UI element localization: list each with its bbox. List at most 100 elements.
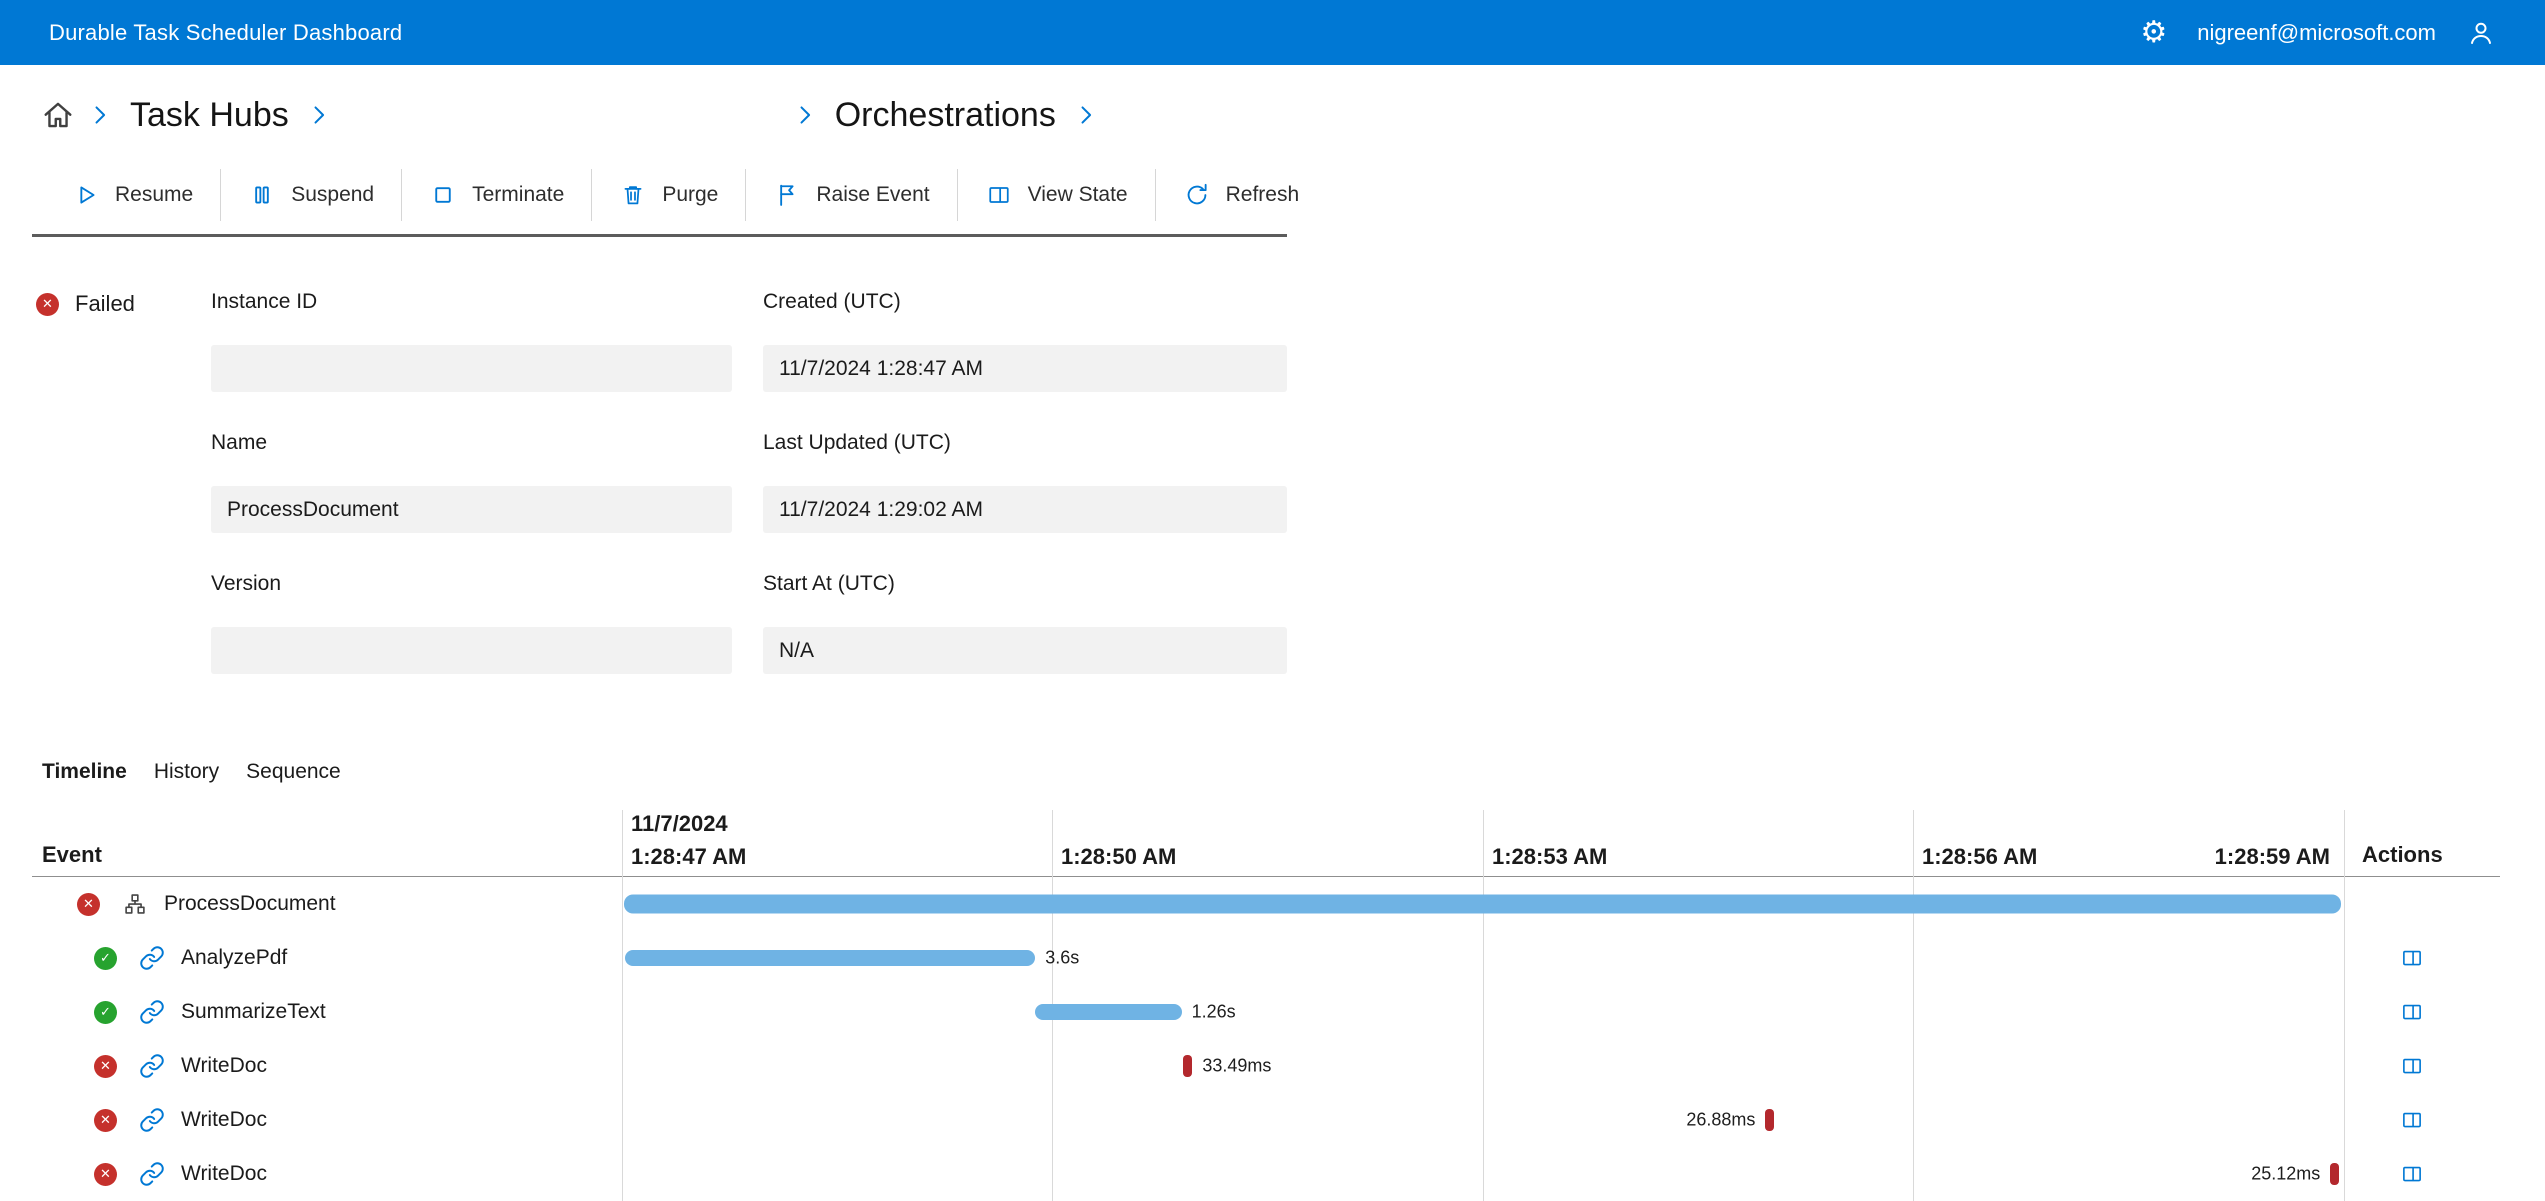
orchestration-details: Failed Instance ID Name ProcessDocument …	[36, 289, 2545, 712]
time-axis: 11/7/2024 1:28:47 AM 1:28:50 AM 1:28:53 …	[622, 810, 2344, 876]
app-title: Durable Task Scheduler Dashboard	[49, 19, 403, 45]
details-form-left-column: Instance ID Name ProcessDocument Version	[211, 289, 732, 712]
version-field[interactable]	[211, 627, 732, 674]
breadcrumb-orchestrations[interactable]: Orchestrations	[834, 95, 1056, 134]
raise-event-button[interactable]: Raise Event	[746, 169, 958, 221]
chevron-right-icon	[800, 106, 810, 124]
resume-icon	[72, 181, 100, 209]
suspend-button-label: Suspend	[291, 183, 375, 206]
timeline-bar	[623, 894, 2341, 914]
activity-link-icon	[139, 999, 165, 1025]
timeline-track: 25.12ms	[622, 1147, 2344, 1201]
settings-gear-icon[interactable]: ⚙	[2140, 14, 2168, 50]
view-state-pane-icon[interactable]	[2399, 1107, 2425, 1133]
name-field[interactable]: ProcessDocument	[211, 486, 732, 533]
timeline-bar	[1765, 1109, 1775, 1131]
view-state-button[interactable]: View State	[957, 169, 1156, 221]
created-label: Created (UTC)	[763, 290, 901, 313]
timeline-track: 26.88ms	[622, 1093, 2344, 1147]
chevron-right-icon	[314, 106, 324, 124]
last-updated-field[interactable]: 11/7/2024 1:29:02 AM	[763, 486, 1287, 533]
breadcrumb-task-hubs[interactable]: Task Hubs	[130, 95, 289, 134]
view-state-pane-icon[interactable]	[2399, 999, 2425, 1025]
timeline-track	[622, 877, 2344, 931]
chevron-right-icon	[95, 106, 106, 124]
failed-status-icon	[94, 1108, 117, 1132]
timeline-table: Event 11/7/2024 1:28:47 AM 1:28:50 AM 1:…	[32, 810, 2500, 1201]
duration-label: 1.26s	[1191, 1001, 1236, 1022]
timeline-bar	[625, 950, 1036, 966]
suspend-button[interactable]: Suspend	[221, 169, 403, 221]
home-icon[interactable]	[40, 97, 76, 133]
refresh-button[interactable]: Refresh	[1155, 169, 1327, 221]
failed-status-icon	[77, 892, 100, 916]
activity-link-icon	[139, 945, 165, 971]
name-label: Name	[211, 431, 268, 454]
refresh-button-label: Refresh	[1225, 183, 1300, 206]
created-field[interactable]: 11/7/2024 1:28:47 AM	[763, 345, 1287, 392]
terminate-icon	[429, 181, 457, 209]
resume-button[interactable]: Resume	[52, 169, 222, 221]
purge-icon	[619, 181, 647, 209]
details-form-right-column: Created (UTC) 11/7/2024 1:28:47 AM Last …	[763, 289, 1287, 712]
resume-button-label: Resume	[115, 183, 194, 206]
timeline-bar	[1183, 1055, 1193, 1077]
time-tick: 1:28:56 AM	[1922, 844, 2038, 869]
row-name: WriteDoc	[181, 1108, 267, 1131]
breadcrumb: Task Hubs Orchestrations	[40, 95, 2545, 135]
duration-label: 26.88ms	[1686, 1109, 1756, 1130]
detail-tabs: Timeline History Sequence	[42, 760, 2545, 784]
tab-history[interactable]: History	[153, 760, 220, 783]
user-email: nigreenf@microsoft.com	[2197, 19, 2436, 45]
row-name: AnalyzePdf	[181, 946, 288, 969]
view-state-button-label: View State	[1027, 183, 1128, 206]
duration-label: 33.49ms	[1202, 1055, 1272, 1076]
orchestration-icon	[122, 891, 148, 917]
tab-sequence[interactable]: Sequence	[246, 760, 341, 783]
view-state-icon	[985, 181, 1013, 209]
tab-timeline[interactable]: Timeline	[42, 760, 127, 783]
details-form: Instance ID Name ProcessDocument Version…	[211, 289, 1287, 712]
breadcrumb-taskhub-name	[343, 95, 781, 135]
duration-label: 3.6s	[1045, 947, 1080, 968]
row-name: SummarizeText	[181, 1000, 326, 1023]
success-status-icon	[94, 1000, 117, 1024]
time-tick: 1:28:59 AM	[2214, 844, 2330, 869]
failed-status-icon	[36, 292, 59, 316]
timeline-row: WriteDoc 26.88ms	[32, 1093, 2500, 1147]
timeline-track: 3.6s	[622, 931, 2344, 985]
start-at-label: Start At (UTC)	[763, 572, 895, 595]
timeline-bar	[1035, 1004, 1182, 1020]
timeline-row: SummarizeText 1.26s	[32, 985, 2500, 1039]
chevron-right-icon	[1081, 106, 1091, 124]
duration-label: 25.12ms	[2251, 1163, 2321, 1184]
raise-event-icon	[773, 181, 801, 209]
timeline-track: 1.26s	[622, 985, 2344, 1039]
activity-link-icon	[139, 1107, 165, 1133]
view-state-pane-icon[interactable]	[2399, 945, 2425, 971]
failed-status-icon	[94, 1162, 117, 1186]
status-label: Failed	[75, 291, 135, 316]
row-name: WriteDoc	[181, 1054, 267, 1077]
topbar: Durable Task Scheduler Dashboard ⚙ nigre…	[0, 0, 2545, 65]
instance-id-field[interactable]	[211, 345, 732, 392]
row-name: WriteDoc	[181, 1162, 267, 1185]
last-updated-label: Last Updated (UTC)	[763, 431, 951, 454]
start-at-field[interactable]: N/A	[763, 627, 1287, 674]
timeline-row: AnalyzePdf 3.6s	[32, 931, 2500, 985]
purge-button[interactable]: Purge	[592, 169, 747, 221]
person-account-icon[interactable]	[2466, 18, 2496, 48]
account-menu[interactable]: ⚙ nigreenf@microsoft.com	[2140, 14, 2496, 50]
status-badge: Failed	[36, 289, 211, 319]
view-state-pane-icon[interactable]	[2399, 1161, 2425, 1187]
orchestration-toolbar: Resume Suspend Terminate Purge Raise Eve…	[52, 169, 2545, 221]
failed-status-icon	[94, 1054, 117, 1078]
success-status-icon	[94, 946, 117, 970]
timeline-header: Event 11/7/2024 1:28:47 AM 1:28:50 AM 1:…	[32, 810, 2500, 877]
raise-event-button-label: Raise Event	[816, 183, 930, 206]
view-state-pane-icon[interactable]	[2399, 1053, 2425, 1079]
timeline-row: ProcessDocument	[32, 877, 2500, 931]
terminate-button[interactable]: Terminate	[402, 169, 593, 221]
timeline-row: WriteDoc 25.12ms	[32, 1147, 2500, 1201]
refresh-icon	[1183, 181, 1211, 209]
